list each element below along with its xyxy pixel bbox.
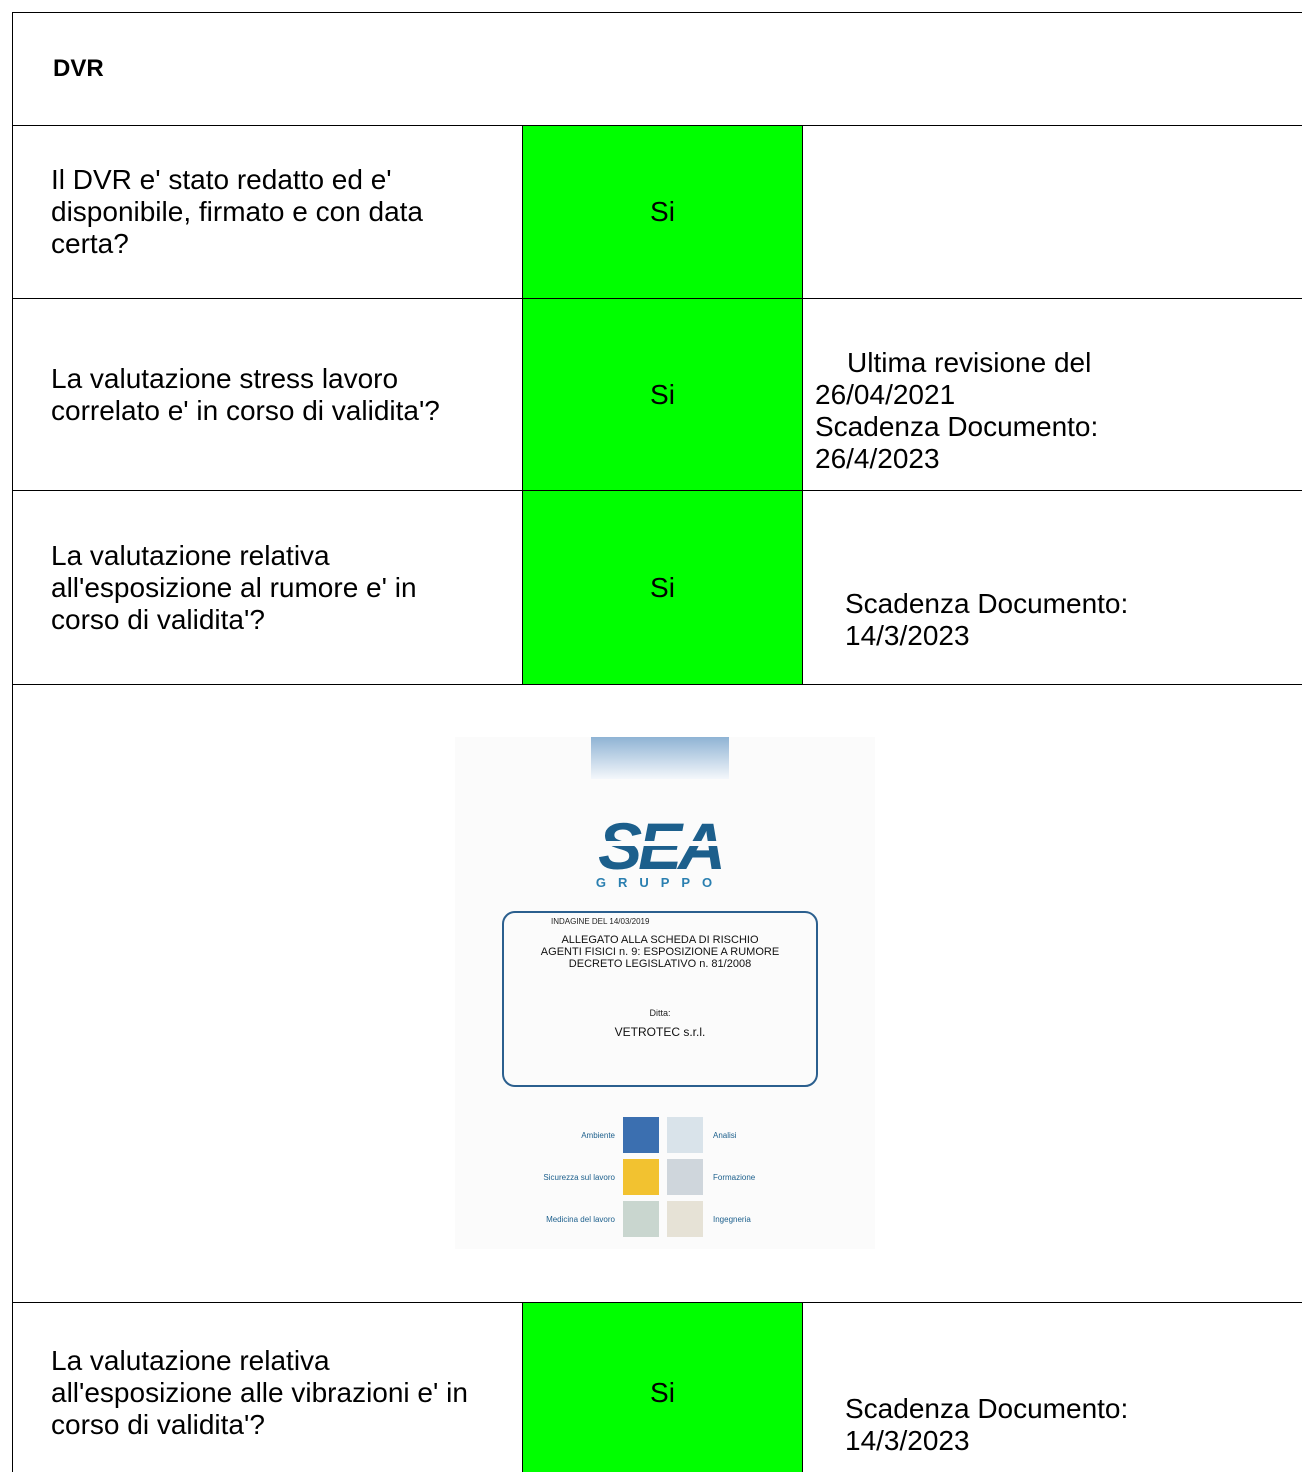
note: Scadenza Documento: 14/3/2023: [802, 490, 1302, 684]
note-lines: Scadenza Documento: 14/3/2023: [845, 1393, 1128, 1457]
answer: Si: [522, 490, 802, 684]
icon: [623, 1201, 659, 1237]
question-text: La valutazione relativa all'esposizione …: [51, 1344, 468, 1440]
note-line: Scadenza Documento:: [815, 410, 1099, 442]
service-label: Ingegneria: [713, 1215, 751, 1224]
icon: [667, 1201, 703, 1237]
icon: [623, 1117, 659, 1153]
note: [802, 125, 1302, 298]
icon: [623, 1159, 659, 1195]
question: La valutazione relativa all'esposizione …: [12, 1302, 522, 1472]
question: Il DVR e' stato redatto ed e' disponibil…: [12, 125, 522, 298]
header: DVR: [12, 12, 1302, 125]
note-lines: Ultima revisione del 26/04/2021 Scadenza…: [815, 347, 1098, 475]
image-row: SEA GRUPPO INDAGINE DEL 14/03/2019 ALLEG…: [12, 684, 1302, 1302]
question-text: Il DVR e' stato redatto ed e' disponibil…: [51, 164, 423, 259]
note-line: Scadenza Documento:: [845, 587, 1129, 619]
note: Ultima revisione del 26/04/2021 Scadenza…: [802, 298, 1302, 490]
answer-text: Si: [650, 1376, 675, 1408]
note: Scadenza Documento: 14/3/2023: [802, 1302, 1302, 1472]
logo-subtitle: GRUPPO: [596, 875, 724, 890]
service-label: Sicurezza sul lavoro: [543, 1173, 615, 1182]
cover-frame: [502, 911, 818, 1087]
document-cover: SEA GRUPPO INDAGINE DEL 14/03/2019 ALLEG…: [455, 737, 875, 1249]
question-text: La valutazione relativa all'esposizione …: [51, 539, 417, 635]
cover-background: [455, 737, 875, 1249]
note-line: 14/3/2023: [845, 619, 970, 651]
answer-text: Si: [650, 571, 675, 603]
cover-company: VETROTEC s.r.l.: [615, 1025, 706, 1039]
cover-title: AGENTI FISICI n. 9: ESPOSIZIONE A RUMORE: [541, 946, 779, 958]
service-label: Medicina del lavoro: [546, 1215, 615, 1224]
note-line: Scadenza Documento:: [845, 1392, 1129, 1424]
question: La valutazione relativa all'esposizione …: [12, 490, 522, 684]
icon: [667, 1117, 703, 1153]
note-line: 26/4/2023: [815, 442, 940, 474]
answer: Si: [522, 125, 802, 298]
note-line: 26/04/2021: [815, 378, 956, 410]
answer: Si: [522, 1302, 802, 1472]
question-text: La valutazione stress lavoro correlato e…: [51, 362, 440, 426]
service-label: Ambiente: [581, 1131, 615, 1140]
answer-text: Si: [650, 378, 675, 410]
icon: [667, 1159, 703, 1195]
service-label: Formazione: [713, 1173, 756, 1182]
answer: Si: [522, 298, 802, 490]
note-line: 14/3/2023: [845, 1424, 970, 1456]
answer-text: Si: [650, 196, 675, 227]
cover-title: ALLEGATO ALLA SCHEDA DI RISCHIO: [561, 934, 758, 946]
cover-company-label: Ditta:: [649, 1008, 670, 1018]
cover-bar: [591, 737, 729, 779]
cover-date: INDAGINE DEL 14/03/2019: [551, 917, 650, 926]
cover-title: DECRETO LEGISLATIVO n. 81/2008: [569, 958, 751, 970]
service-label: Analisi: [713, 1131, 737, 1140]
note-lines: Scadenza Documento: 14/3/2023: [845, 588, 1128, 652]
question: La valutazione stress lavoro correlato e…: [12, 298, 522, 490]
logo-stripe: [591, 841, 731, 846]
header-title: DVR: [53, 55, 104, 82]
note-line: Ultima revisione del: [847, 346, 1092, 378]
